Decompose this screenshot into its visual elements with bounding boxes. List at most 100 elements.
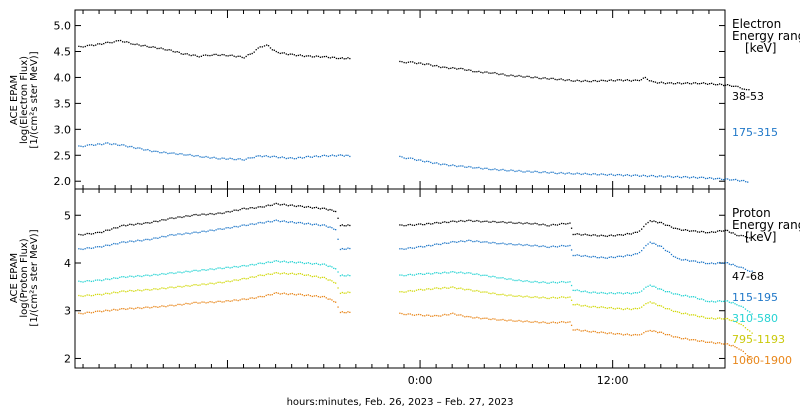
data-point <box>674 227 677 229</box>
data-point <box>133 290 135 292</box>
data-point <box>582 290 584 293</box>
data-point <box>185 215 187 217</box>
data-point <box>596 174 598 176</box>
data-point <box>349 274 351 277</box>
data-point <box>744 268 747 270</box>
data-point <box>496 221 498 224</box>
data-point <box>454 313 456 315</box>
data-point <box>578 80 580 82</box>
data-point <box>552 281 554 283</box>
data-point <box>620 292 622 294</box>
data-point <box>558 245 561 247</box>
data-point <box>273 155 275 157</box>
data-point <box>111 278 113 280</box>
data-point <box>287 221 289 224</box>
data-point <box>125 225 127 227</box>
data-point <box>90 295 93 297</box>
data-point <box>281 260 283 263</box>
data-point <box>580 255 582 257</box>
data-point <box>211 282 213 285</box>
data-point <box>496 293 498 296</box>
data-point <box>612 80 614 82</box>
data-point <box>540 78 542 80</box>
data-point <box>291 204 293 206</box>
data-point <box>482 274 484 276</box>
data-point <box>337 217 339 219</box>
data-point <box>590 306 592 308</box>
data-point <box>482 317 484 320</box>
data-point <box>213 156 215 158</box>
data-point <box>653 285 655 287</box>
data-point <box>606 332 608 335</box>
data-point <box>163 287 165 289</box>
data-point <box>729 84 731 87</box>
data-point <box>261 262 263 265</box>
data-point <box>448 67 450 70</box>
data-point <box>640 79 643 81</box>
data-point <box>676 228 679 230</box>
data-point <box>568 172 570 174</box>
data-point <box>460 67 462 70</box>
data-point <box>478 290 480 292</box>
data-point <box>716 177 719 180</box>
data-point <box>143 239 145 241</box>
data-point <box>177 285 179 288</box>
data-point <box>634 174 637 176</box>
data-point <box>448 272 450 274</box>
electron-panel: 2.02.53.03.54.04.55.0 ACE EPAM log(Elect… <box>9 9 750 190</box>
data-point <box>209 301 211 303</box>
data-point <box>315 262 318 265</box>
data-point <box>203 230 205 232</box>
data-point <box>434 272 436 274</box>
data-point <box>307 222 310 224</box>
data-point <box>734 303 736 305</box>
data-point <box>139 239 141 242</box>
data-point <box>474 240 476 243</box>
data-point <box>347 224 349 226</box>
data-point <box>119 144 121 147</box>
data-point <box>742 267 744 269</box>
data-point <box>572 233 574 236</box>
data-point <box>620 308 622 310</box>
data-point <box>283 260 285 262</box>
data-point <box>616 332 618 335</box>
data-point <box>500 293 502 296</box>
data-point <box>299 261 301 263</box>
data-point <box>349 291 351 294</box>
data-point <box>538 245 540 248</box>
data-point <box>173 305 175 307</box>
data-point <box>401 291 403 293</box>
data-point <box>93 144 95 146</box>
data-point <box>399 60 401 63</box>
data-point <box>133 241 135 243</box>
data-point <box>263 274 265 277</box>
data-point <box>682 176 685 178</box>
data-point <box>670 226 673 228</box>
data-point <box>472 290 474 292</box>
data-point <box>233 225 235 228</box>
data-point <box>175 304 177 307</box>
data-point <box>84 280 86 283</box>
data-point <box>504 294 506 296</box>
data-point <box>283 203 285 205</box>
data-point <box>233 209 235 211</box>
data-point <box>448 287 450 289</box>
data-point <box>508 294 510 296</box>
data-point <box>287 261 289 264</box>
data-point <box>576 233 578 235</box>
data-point <box>746 236 749 239</box>
data-point <box>696 340 699 342</box>
data-point <box>94 310 97 313</box>
data-point <box>249 297 251 299</box>
data-point <box>618 307 620 310</box>
data-point <box>277 51 279 54</box>
data-point <box>532 321 534 323</box>
data-point <box>428 222 430 225</box>
data-point <box>454 287 456 289</box>
data-point <box>626 254 628 256</box>
data-point <box>416 159 418 162</box>
data-point <box>173 287 175 289</box>
electron-legend-item: 38-53 <box>732 90 764 103</box>
data-point <box>297 293 299 295</box>
data-point <box>608 307 610 309</box>
